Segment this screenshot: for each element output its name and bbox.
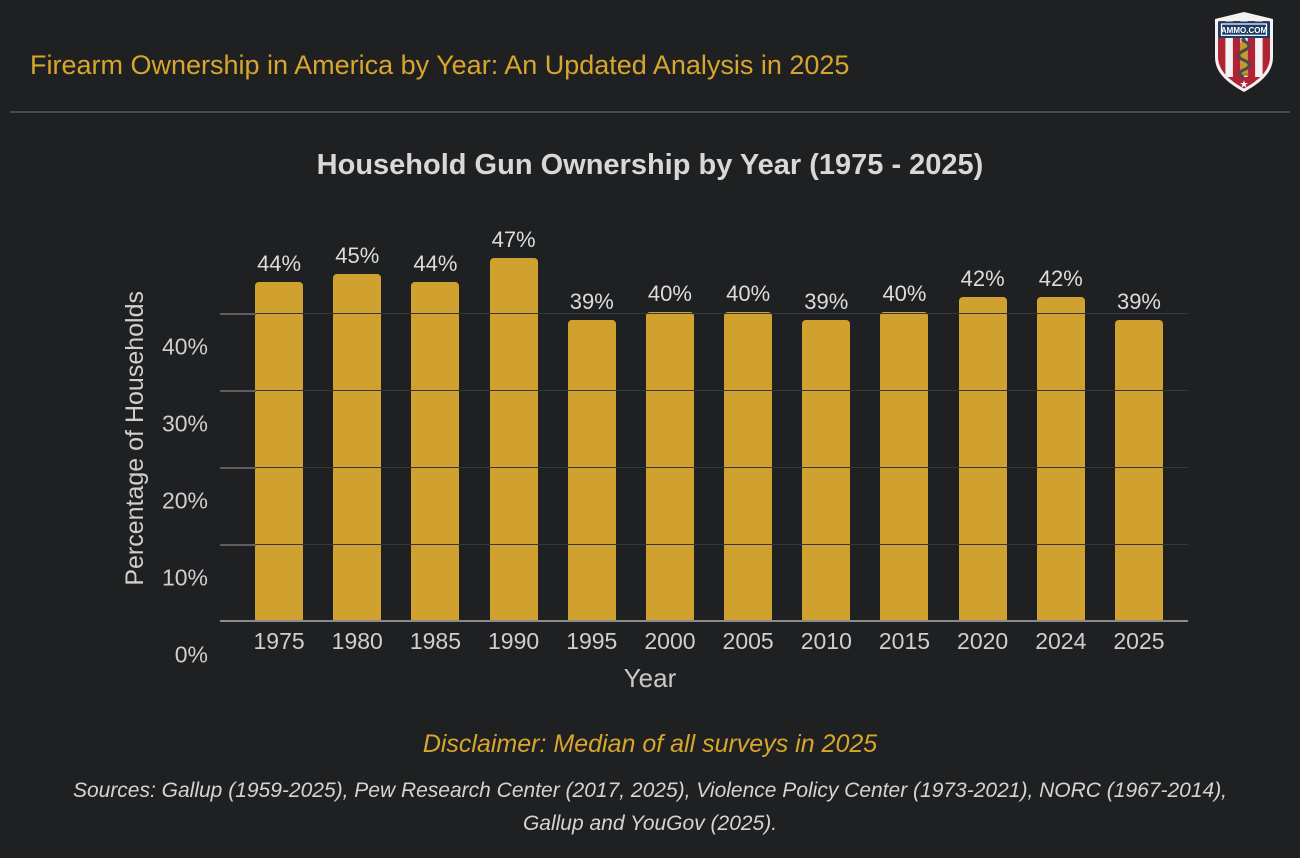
y-axis-ticks: 0% 10% 20% 30% 40%	[158, 222, 220, 668]
bar-value-label: 40%	[726, 281, 771, 307]
x-tick-label: 2000	[644, 628, 696, 654]
gridline	[220, 467, 1188, 469]
bar-1985	[411, 281, 460, 620]
bar-2020	[958, 296, 1007, 620]
bar-value-label: 45%	[335, 242, 380, 268]
bar-value-label: 42%	[1038, 265, 1083, 291]
bar-value-label: 39%	[804, 289, 849, 314]
gridline	[220, 390, 1188, 392]
x-axis-baseline	[220, 620, 1188, 622]
y-tick-label: 20%	[161, 487, 208, 514]
x-axis-title: Year	[623, 663, 677, 693]
bar-value-label: 40%	[647, 281, 692, 307]
bar-slot: 42%	[1022, 222, 1100, 620]
sources-text: Sources: Gallup (1959-2025), Pew Researc…	[0, 775, 1300, 840]
bar-value-label: 39%	[569, 289, 614, 314]
x-tick-label: 2025	[1113, 628, 1165, 654]
bar-slot: 39%	[1100, 222, 1178, 620]
gridline	[220, 544, 1188, 546]
header: Firearm Ownership in America by Year: An…	[0, 0, 1300, 92]
x-tick-label: 1985	[409, 628, 462, 654]
y-tick-label: 40%	[161, 333, 208, 360]
x-tick-label: 2010	[800, 628, 852, 654]
star-icon: ★	[1240, 80, 1249, 91]
x-tick-label: 2024	[1035, 628, 1087, 654]
x-tick-label: 1980	[331, 628, 383, 654]
bar-1990	[489, 258, 538, 620]
page-title: Firearm Ownership in America by Year: An…	[30, 50, 850, 80]
logo-text: AMMO.COM	[1221, 26, 1268, 35]
bar-slot: 44%	[396, 222, 474, 620]
bar-1975	[255, 281, 304, 620]
bar-2005	[724, 312, 773, 620]
x-tick-label: 2015	[878, 628, 931, 654]
bar-slot: 42%	[944, 222, 1022, 620]
bar-slot: 47%	[475, 222, 553, 620]
bar-2000	[645, 312, 694, 620]
ammo-logo: AMMO.COM ★	[1212, 10, 1276, 94]
bar-slot: 40%	[865, 222, 943, 620]
chart-title: Household Gun Ownership by Year (1975 - …	[316, 149, 984, 181]
bar-slot: 40%	[631, 222, 709, 620]
y-tick-mark	[220, 313, 256, 316]
bar-value-label: 42%	[960, 265, 1005, 291]
bar-1980	[333, 273, 382, 620]
x-tick-label: 1975	[253, 628, 305, 654]
header-divider	[10, 111, 1290, 113]
bar-value-label: 39%	[1116, 289, 1161, 314]
bar-slot: 39%	[787, 222, 865, 620]
bar-2015	[880, 312, 929, 620]
sources-line-2: Gallup and YouGov (2025).	[522, 811, 778, 835]
y-tick-label: 0%	[174, 641, 208, 668]
bar-chart: Household Gun Ownership by Year (1975 - …	[0, 149, 1300, 694]
bar-2024	[1036, 296, 1085, 620]
bar-value-label: 44%	[413, 250, 458, 276]
x-tick-label: 1990	[488, 628, 540, 654]
bar-slot: 44%	[240, 222, 318, 620]
bar-2025	[1114, 320, 1163, 620]
y-tick-label: 30%	[161, 410, 208, 437]
x-tick-label: 2005	[722, 628, 774, 654]
gridline	[220, 313, 1188, 315]
bar-value-label: 40%	[882, 281, 927, 307]
y-tick-mark	[220, 544, 256, 547]
bar-1995	[567, 320, 616, 620]
disclaimer-text: Disclaimer: Median of all surveys in 202…	[422, 730, 878, 758]
bar-slot: 45%	[318, 222, 396, 620]
x-tick-label: 1995	[566, 628, 618, 654]
x-axis-ticks: 1975 1980 1985 1990 1995 2000 2005 2010 2015 2020…	[220, 628, 1188, 655]
plot-area: 44% 45% 44% 47% 39% 40% 40% 39% 40% 42% 42% 39%	[220, 222, 1188, 622]
snake-icon	[1237, 39, 1251, 78]
bar-2010	[802, 320, 851, 620]
bar-value-label: 47%	[491, 227, 536, 253]
y-axis-title: Percentage of Households	[120, 291, 149, 586]
bar-slot: 39%	[553, 222, 631, 620]
bar-slot: 40%	[709, 222, 787, 620]
y-tick-mark	[220, 467, 256, 470]
x-tick-label: 2020	[957, 628, 1009, 654]
shield-logo-icon: AMMO.COM ★	[1215, 12, 1273, 92]
y-tick-label: 10%	[161, 564, 208, 591]
sources-line-1: Sources: Gallup (1959-2025), Pew Researc…	[72, 779, 1228, 802]
y-tick-mark	[220, 390, 256, 393]
bar-value-label: 44%	[257, 250, 302, 276]
